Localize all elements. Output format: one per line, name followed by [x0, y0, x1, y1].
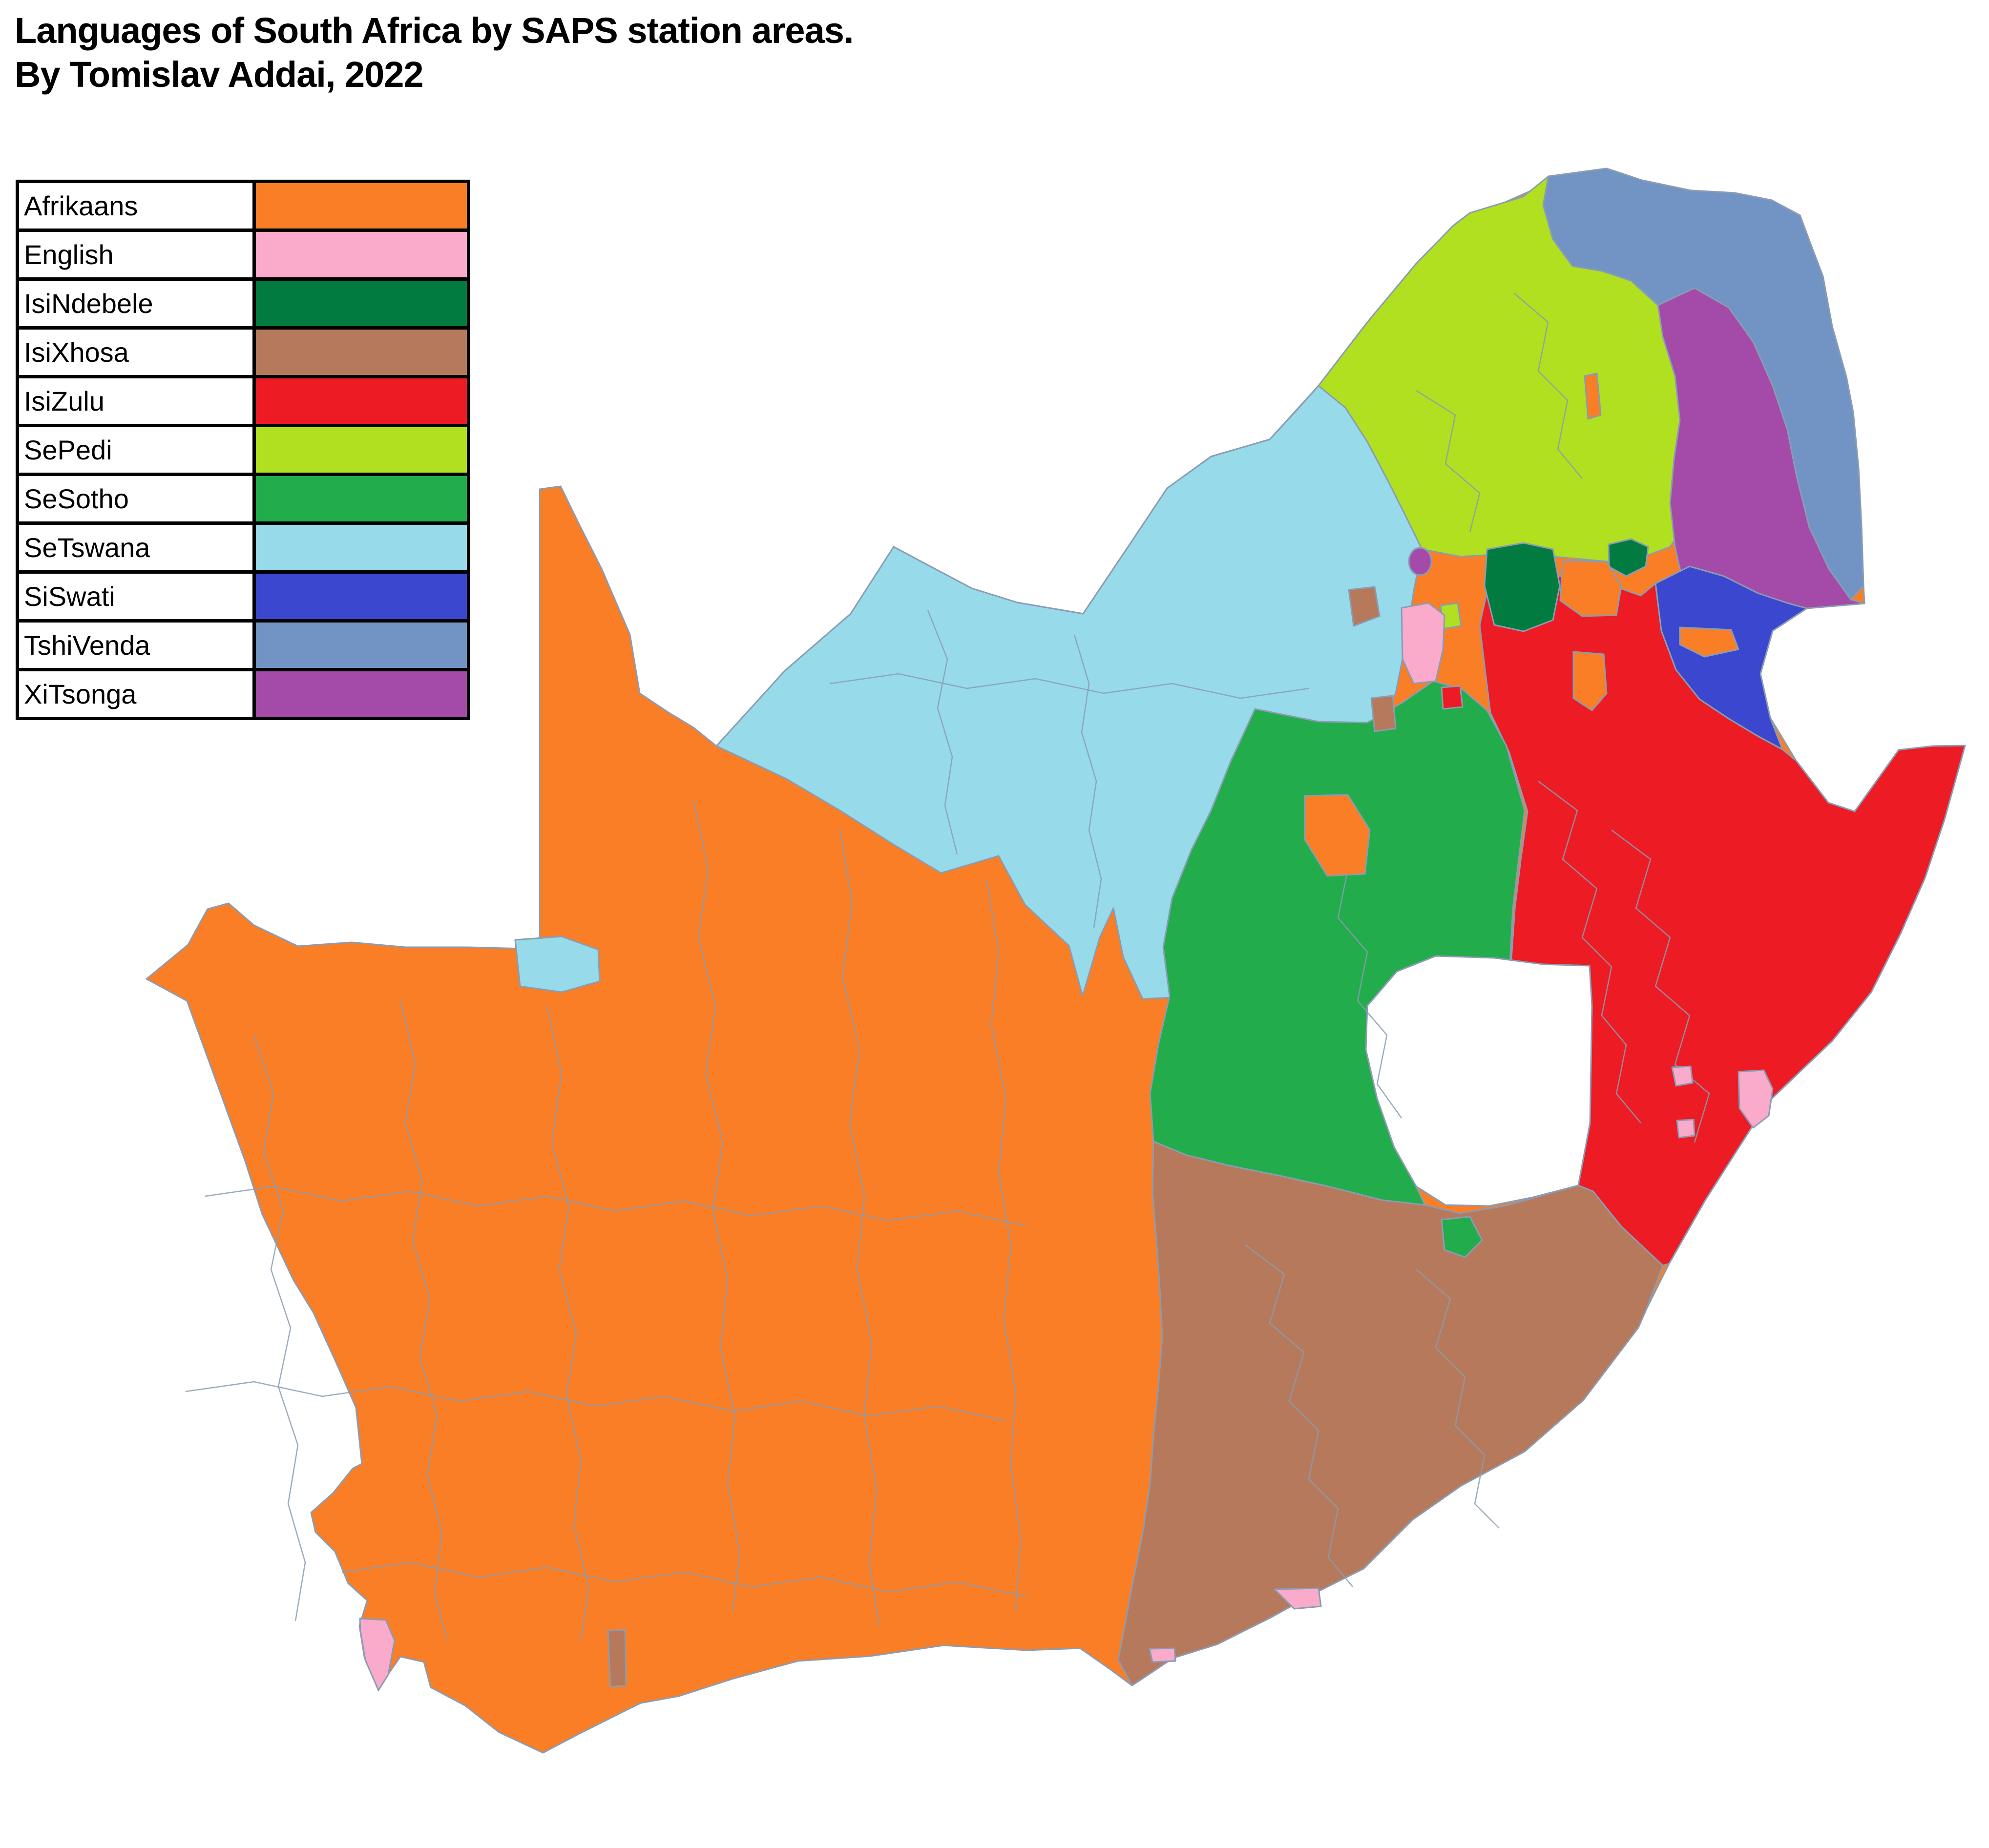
region-isixhosa	[1117, 1141, 1664, 1686]
legend-label: English	[19, 232, 252, 277]
legend-label: TshiVenda	[19, 623, 252, 668]
legend-label: IsiZulu	[19, 378, 252, 424]
patch-english-johannesburg	[1401, 602, 1445, 685]
legend-color-swatch	[256, 476, 467, 521]
legend-color-swatch	[256, 183, 467, 228]
region-xitsonga	[1657, 287, 1865, 609]
legend-label: SeTswana	[19, 525, 252, 570]
patch-isixhosa-gauteng-2	[1370, 695, 1397, 732]
page-subtitle: By Tomislav Addai, 2022	[15, 54, 424, 95]
patch-afrikaans-witbank	[1559, 561, 1622, 617]
region-setswana	[715, 385, 1423, 1000]
patch-setswana-kuruman	[514, 935, 601, 993]
patch-afrikaans-ermelo	[1572, 651, 1608, 711]
legend-label: Afrikaans	[19, 183, 252, 228]
patch-english-durban	[1738, 1069, 1774, 1129]
patch-isindebele-kwamhlanga	[1484, 542, 1561, 632]
page-title: Languages of South Africa by SAPS statio…	[15, 10, 854, 51]
legend-label: SeSotho	[19, 476, 252, 521]
legend-color-swatch	[256, 671, 467, 717]
patch-isizulu-vosloorus	[1441, 685, 1464, 710]
patch-xitsonga-pretoria	[1408, 547, 1432, 576]
legend-label: XiTsonga	[19, 671, 252, 717]
legend-color-swatch	[256, 232, 467, 277]
legend-color-swatch	[256, 281, 467, 326]
legend-color-swatch	[256, 623, 467, 668]
legend-color-swatch	[256, 574, 467, 619]
patch-afrikaans-nelspruit	[1679, 626, 1739, 658]
station-boundaries	[185, 292, 1710, 1641]
legend: Afrikaans English IsiNdebele IsiXhosa Is…	[16, 180, 470, 720]
patch-isixhosa-westcape	[607, 1629, 627, 1688]
patch-isixhosa-gauteng-1	[1348, 586, 1381, 627]
legend-label: IsiXhosa	[19, 330, 252, 375]
patch-english-capetown	[359, 1618, 396, 1691]
patch-english-portelizabeth	[1149, 1647, 1176, 1663]
legend-label: SiSwati	[19, 574, 252, 619]
legend-color-swatch	[256, 330, 467, 375]
patch-english-eastlondon	[1274, 1587, 1322, 1610]
patch-afrikaans-vrede	[1304, 794, 1371, 877]
patch-sesotho-matatiele	[1441, 1216, 1483, 1258]
patch-english-pietermaritzburg	[1671, 1065, 1694, 1087]
lesotho-enclave	[1365, 955, 1593, 1207]
patch-afrikaans-modimolle	[1584, 373, 1602, 420]
patch-english-kokstad	[1676, 1119, 1696, 1139]
legend-label: SePedi	[19, 427, 252, 473]
legend-color-swatch	[256, 525, 467, 570]
map-titles: Languages of South Africa by SAPS statio…	[15, 9, 854, 97]
legend-label: IsiNdebele	[19, 281, 252, 326]
legend-color-swatch	[256, 378, 467, 424]
legend-color-swatch	[256, 427, 467, 473]
